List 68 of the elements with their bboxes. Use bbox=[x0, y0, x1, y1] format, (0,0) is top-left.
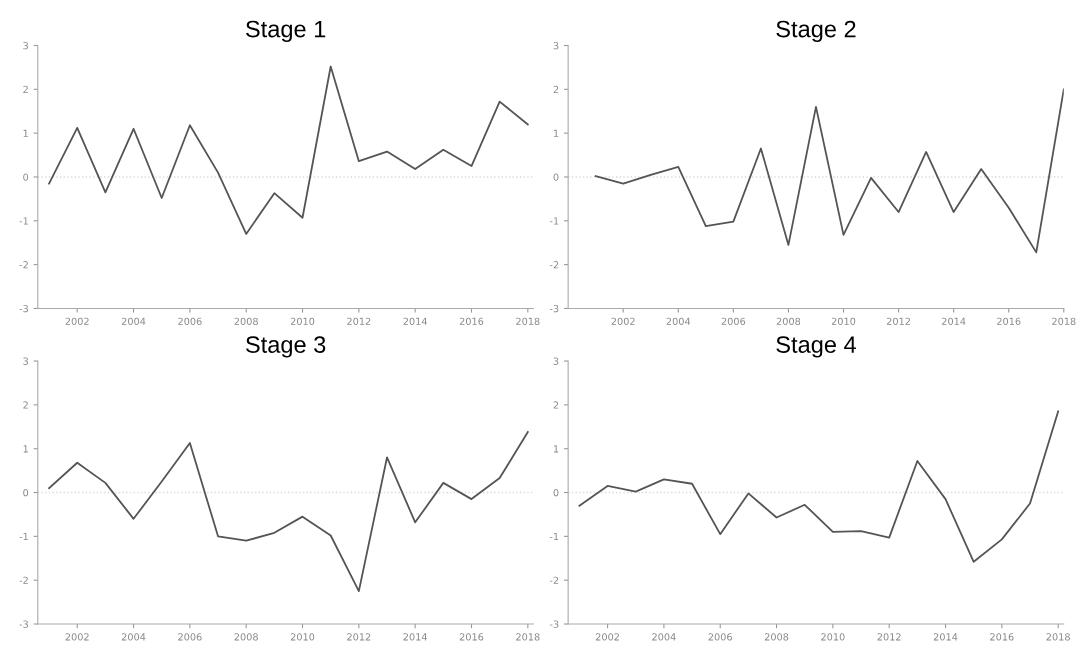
x-tick-label: 2016 bbox=[997, 317, 1021, 326]
y-tick-label: 2 bbox=[23, 401, 28, 409]
x-tick-label: 2002 bbox=[611, 317, 635, 326]
x-tick-label: 2004 bbox=[121, 633, 146, 641]
x-tick-label: 2008 bbox=[234, 317, 258, 326]
x-tick-label: 2002 bbox=[65, 633, 89, 641]
x-tick-label: 2004 bbox=[666, 317, 691, 326]
x-tick-label: 2010 bbox=[821, 633, 845, 641]
x-tick-label: 2018 bbox=[1046, 633, 1070, 641]
y-tick-label: 1 bbox=[23, 445, 28, 453]
x-tick-label: 2006 bbox=[721, 317, 746, 326]
x-tick-label: 2012 bbox=[347, 317, 371, 326]
x-tick-label: 2006 bbox=[708, 633, 732, 641]
y-tick-label: 3 bbox=[23, 357, 28, 365]
y-tick-label: -1 bbox=[549, 217, 559, 225]
y-tick-label: -2 bbox=[19, 576, 28, 584]
x-tick-label: 2010 bbox=[831, 317, 856, 326]
x-tick-label: 2008 bbox=[234, 633, 258, 641]
y-tick-label: 3 bbox=[23, 41, 28, 50]
y-tick-label: -1 bbox=[19, 217, 28, 225]
y-tick-label: 0 bbox=[553, 489, 559, 497]
x-tick-label: 2002 bbox=[65, 317, 89, 326]
x-tick-label: 2004 bbox=[652, 633, 676, 641]
y-tick-label: -2 bbox=[19, 261, 28, 269]
x-tick-label: 2010 bbox=[290, 317, 315, 326]
y-tick-label: -3 bbox=[549, 620, 559, 628]
x-tick-label: 2004 bbox=[121, 317, 146, 326]
y-tick-label: -1 bbox=[19, 532, 28, 541]
y-tick-label: -3 bbox=[19, 620, 28, 628]
y-tick-label: 0 bbox=[23, 489, 29, 497]
y-tick-label: 0 bbox=[553, 173, 559, 181]
x-tick-label: 2008 bbox=[776, 317, 801, 326]
x-tick-label: 2014 bbox=[933, 633, 958, 641]
x-tick-label: 2006 bbox=[178, 633, 202, 641]
y-tick-label: 2 bbox=[553, 85, 559, 94]
x-tick-label: 2002 bbox=[595, 633, 619, 641]
chart-title: Stage 4 bbox=[776, 336, 856, 358]
x-tick-label: 2012 bbox=[886, 317, 910, 326]
chart-title: Stage 3 bbox=[246, 336, 326, 358]
x-tick-label: 2014 bbox=[403, 317, 427, 326]
x-tick-label: 2018 bbox=[516, 633, 540, 641]
y-tick-label: 3 bbox=[553, 357, 559, 365]
y-tick-label: -2 bbox=[549, 576, 559, 584]
x-tick-label: 2008 bbox=[764, 633, 789, 641]
chart-title: Stage 1 bbox=[246, 20, 326, 43]
y-tick-label: 0 bbox=[23, 173, 29, 181]
x-tick-label: 2012 bbox=[877, 633, 901, 641]
x-tick-label: 2016 bbox=[459, 317, 484, 326]
x-tick-label: 2012 bbox=[347, 633, 371, 641]
x-tick-label: 2010 bbox=[290, 633, 315, 641]
y-tick-label: 2 bbox=[23, 85, 28, 94]
y-tick-label: 2 bbox=[553, 401, 559, 409]
y-tick-label: 3 bbox=[553, 41, 559, 50]
x-tick-label: 2016 bbox=[459, 633, 484, 641]
x-tick-label: 2014 bbox=[403, 633, 427, 641]
y-tick-label: -2 bbox=[549, 261, 559, 269]
x-tick-label: 2006 bbox=[178, 317, 202, 326]
y-tick-label: 1 bbox=[23, 129, 28, 137]
x-tick-label: 2018 bbox=[516, 317, 540, 326]
x-tick-label: 2014 bbox=[942, 317, 966, 326]
y-tick-label: -3 bbox=[19, 304, 28, 313]
x-tick-label: 2016 bbox=[990, 633, 1014, 641]
y-tick-label: 1 bbox=[554, 445, 559, 453]
y-tick-label: -1 bbox=[549, 532, 559, 541]
y-tick-label: -3 bbox=[549, 304, 559, 313]
chart-title: Stage 2 bbox=[776, 20, 856, 43]
y-tick-label: 1 bbox=[554, 129, 559, 137]
x-tick-label: 2018 bbox=[1052, 317, 1076, 326]
